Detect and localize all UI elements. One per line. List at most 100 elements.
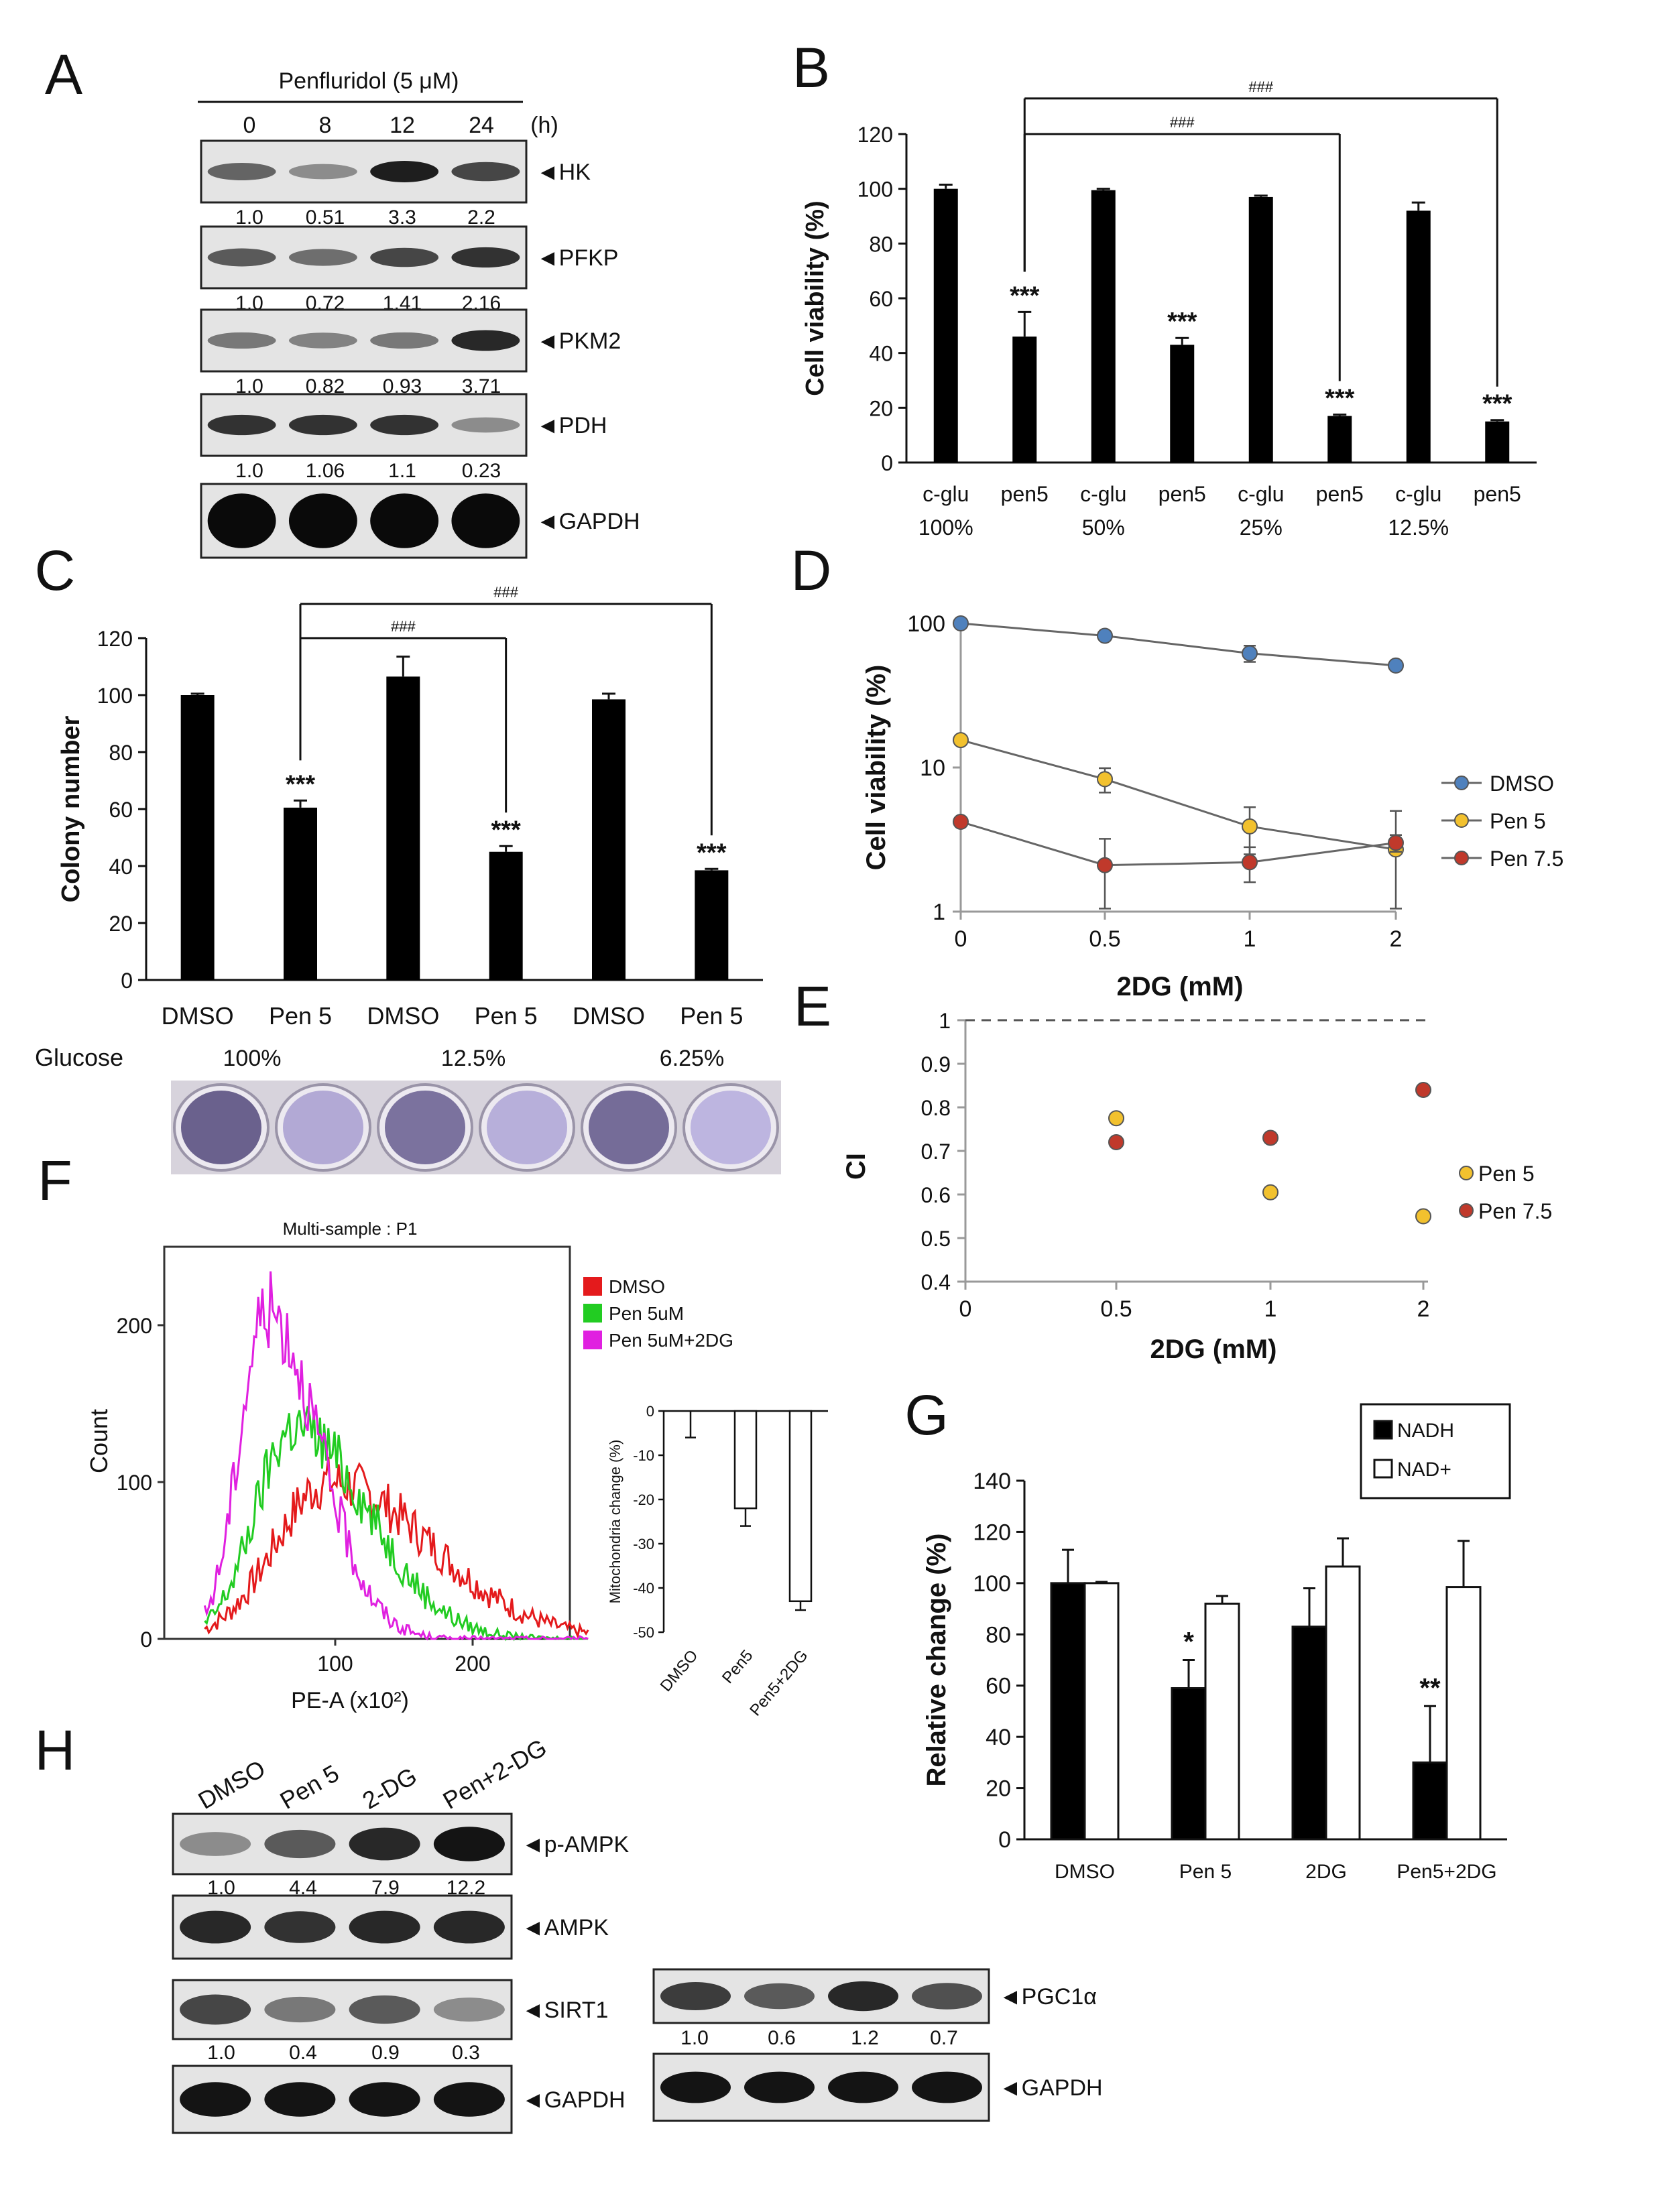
x-tick-label: 100 — [317, 1652, 353, 1676]
quant-value: 0.51 — [306, 206, 345, 229]
x-tick-label: pen5 — [1158, 482, 1206, 506]
data-point — [1388, 657, 1404, 674]
panel-b: B 0 20 40 60 80 100 120 Cell viability (%) *** ***… — [792, 36, 1537, 540]
colony-stain — [589, 1091, 669, 1164]
data-point — [1108, 1110, 1124, 1127]
blot-label: ◄PDH — [536, 413, 607, 438]
y-axis-label: CI — [841, 1153, 871, 1180]
inset-y-tick-label: -50 — [633, 1624, 654, 1641]
x-tick-label: c-glu — [1395, 482, 1441, 506]
y-tick-label: 20 — [869, 396, 893, 420]
blot-strip-band — [288, 249, 357, 266]
lane-label: Pen+2-DG — [438, 1733, 552, 1815]
bar — [1291, 1625, 1327, 1841]
lane-label: 2-DG — [358, 1762, 422, 1815]
blot-strip-band — [370, 493, 439, 548]
y-tick-label: 0.8 — [921, 1096, 951, 1120]
bar — [1012, 336, 1037, 463]
legend-label: Pen 5uM+2DG — [609, 1330, 733, 1351]
significance-stars: ** — [1419, 1673, 1441, 1703]
blot-strip-band — [349, 1995, 420, 2024]
bar — [695, 870, 729, 980]
timepoint-label: 8 — [319, 113, 332, 138]
x-tick-label: pen5 — [1316, 482, 1364, 506]
data-point — [1242, 818, 1258, 835]
panel-g: G 0 20 40 60 80 100 120 140 Relative change (%) DM… — [904, 1384, 1511, 1883]
significance-stars: *** — [1325, 385, 1355, 413]
y-tick-label: 0.4 — [921, 1270, 951, 1294]
x-tick-label: 0.5 — [1089, 926, 1120, 952]
quant-value: 0.7 — [930, 2027, 958, 2049]
y-tick-label: 80 — [869, 232, 893, 256]
bar — [1327, 416, 1352, 463]
panel-letter-h: H — [35, 1719, 76, 1782]
inset-y-tick-label: -40 — [633, 1580, 654, 1597]
bracket-label: ### — [391, 618, 416, 635]
blot-label: ◄HK — [536, 160, 591, 185]
bar — [1171, 1687, 1207, 1841]
y-tick-label: 0 — [881, 451, 893, 475]
inset-bar — [788, 1410, 813, 1603]
blot-strip-band — [828, 2071, 898, 2103]
panel-a: A Penfluridol (5 μM) 0 8 12 24 (h) ◄HK 1.0 0.51 3.… — [45, 43, 640, 559]
bar — [284, 807, 317, 980]
blot-strip-band — [180, 1910, 251, 1944]
blot-strip-band — [433, 2082, 505, 2117]
legend-label: NAD+ — [1397, 1459, 1451, 1481]
blot-strip-band — [433, 1998, 505, 2022]
panel-c: C 0 20 40 60 80 100 120 Colony number *** *** *** DM… — [35, 539, 781, 1174]
colony-stain — [385, 1091, 465, 1164]
blot-strip-band — [912, 2071, 982, 2103]
significance-stars: *** — [1167, 308, 1197, 336]
panel-letter-a: A — [45, 43, 82, 106]
blot-strip-band — [433, 1910, 505, 1944]
bar — [1248, 196, 1273, 463]
bracket-label: ### — [1170, 114, 1195, 131]
data-point — [1108, 1134, 1124, 1150]
glucose-level: 6.25% — [660, 1046, 724, 1071]
blot-label: ◄GAPDH — [522, 2087, 626, 2113]
y-tick-label: 0 — [121, 969, 133, 993]
x-tick-label: c-glu — [1238, 482, 1284, 506]
y-axis-label: Cell viability (%) — [861, 665, 891, 871]
blot-strip-band — [207, 493, 276, 548]
significance-stars: *** — [1482, 390, 1512, 418]
blot-strip-band — [264, 2082, 336, 2117]
data-point — [1242, 854, 1258, 871]
legend-label: Pen 5 — [1478, 1162, 1535, 1186]
data-point — [953, 615, 969, 631]
legend-marker — [1454, 776, 1469, 790]
blot-strip-band — [180, 1832, 251, 1856]
blot-strip-band — [370, 161, 439, 182]
blot-strip-band — [288, 332, 357, 349]
blot-strip-band — [451, 493, 520, 548]
y-tick-label: 100 — [97, 684, 133, 708]
data-point — [1242, 645, 1258, 662]
y-tick-label: 80 — [986, 1622, 1011, 1648]
lane-label: Pen 5 — [276, 1759, 344, 1815]
histogram-frame — [163, 1245, 571, 1640]
blot-strip-band — [180, 2082, 251, 2117]
inset-y-tick-label: -10 — [633, 1447, 654, 1464]
x-tick-label: DMSO — [573, 1002, 645, 1030]
blot-strip-band — [207, 248, 276, 267]
legend-marker — [1454, 813, 1469, 828]
y-tick-label: 100 — [907, 611, 945, 637]
x-tick-label: DMSO — [367, 1002, 439, 1030]
legend-label: DMSO — [609, 1276, 665, 1297]
quant-value: 1.1 — [388, 460, 416, 482]
x-tick-label: c-glu — [1080, 482, 1126, 506]
blot-strip-band — [744, 1983, 815, 2010]
y-tick-label: 0 — [140, 1627, 152, 1652]
panel-d: D 1 10 100 0 0.5 1 2 Cell viability (%) 2DG (mM) D… — [791, 539, 1564, 1001]
blot-strip-band — [288, 414, 357, 436]
y-tick-label: 40 — [986, 1725, 1011, 1750]
x-tick-label: Pen5+2DG — [1396, 1861, 1496, 1883]
y-tick-label: 120 — [973, 1520, 1011, 1545]
histogram-trace — [204, 1457, 589, 1640]
significance-stars: * — [1183, 1627, 1194, 1657]
inset-y-tick-label: 0 — [646, 1403, 654, 1420]
blot-label: ◄PKM2 — [536, 328, 621, 354]
time-unit-label: (h) — [530, 113, 558, 138]
blot-strip-band — [451, 330, 520, 351]
